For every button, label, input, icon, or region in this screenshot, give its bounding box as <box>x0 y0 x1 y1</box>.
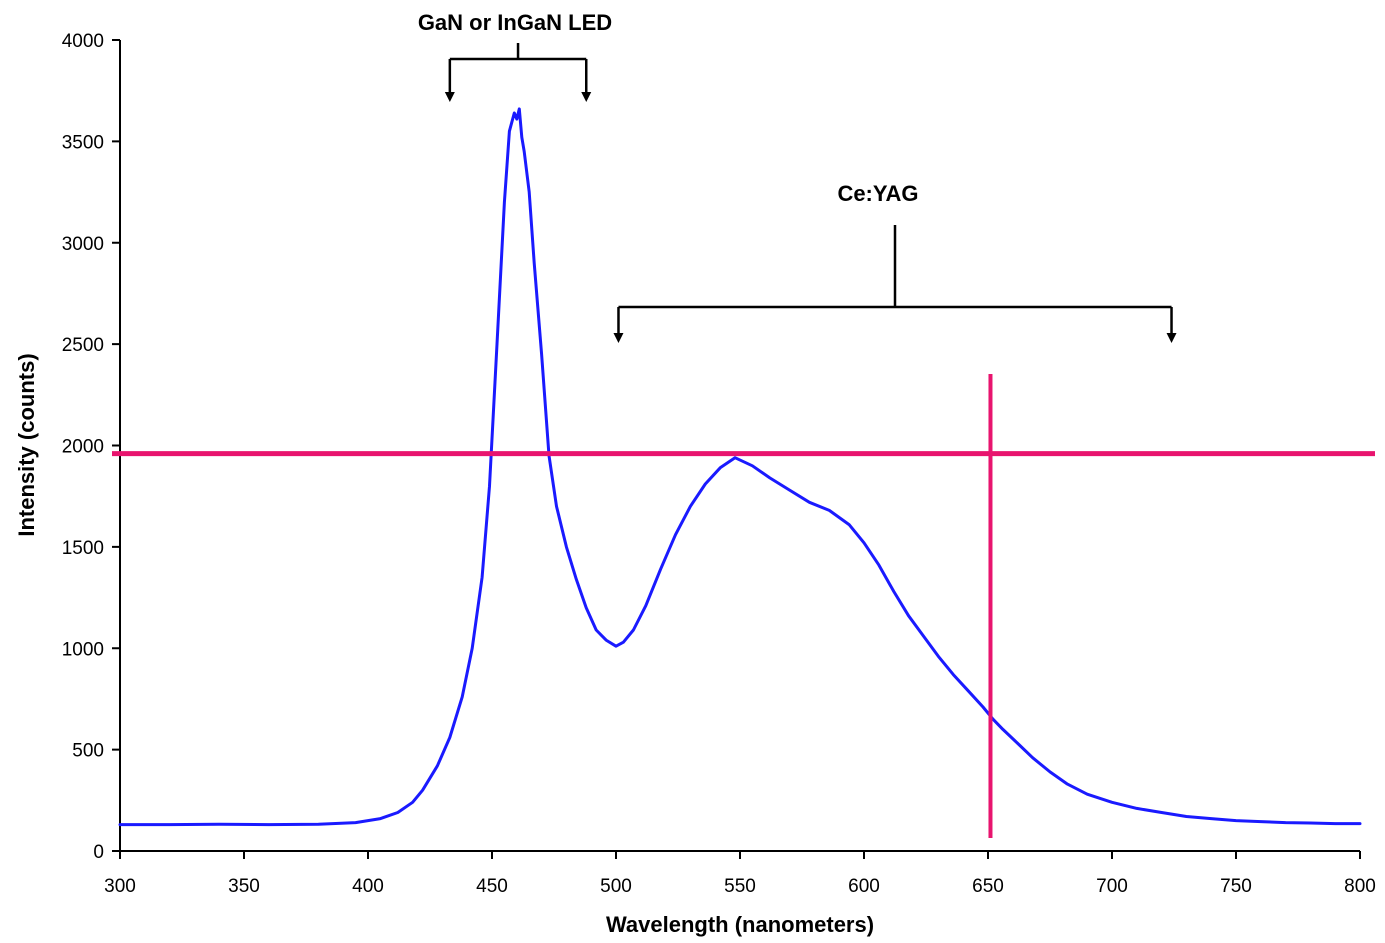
ceyag-annotation-label: Ce:YAG <box>837 181 918 206</box>
y-axis-title: Intensity (counts) <box>14 353 39 536</box>
x-tick-label: 500 <box>600 876 632 897</box>
series-layer <box>118 107 1362 827</box>
arrow-head-icon <box>613 333 624 343</box>
x-tick-label: 650 <box>972 876 1004 897</box>
x-tick-label: 450 <box>476 876 508 897</box>
x-tick-label: 350 <box>228 876 260 897</box>
x-tick-label: 800 <box>1344 876 1376 897</box>
x-axis-title: Wavelength (nanometers) <box>606 912 874 937</box>
y-tick-label: 3000 <box>62 234 104 255</box>
y-tick-label: 2500 <box>62 335 104 356</box>
y-tick-label: 1000 <box>62 639 104 660</box>
y-tick-label: 3500 <box>62 132 104 153</box>
ticks-layer: 300 350 400 450 500 550 600 650 700 750 800 0 500 100… <box>62 31 1376 897</box>
spectrum-series-line <box>118 107 1362 827</box>
reference-lines-layer <box>112 374 1375 838</box>
arrow-head-icon <box>1166 333 1177 343</box>
annotations-layer <box>444 43 1177 343</box>
x-tick-label: 600 <box>848 876 880 897</box>
y-tick-label: 500 <box>72 741 104 762</box>
y-tick-label: 0 <box>93 842 104 863</box>
axes-layer <box>119 40 1360 852</box>
y-tick-label: 1500 <box>62 538 104 559</box>
x-tick-label: 550 <box>724 876 756 897</box>
y-tick-label: 4000 <box>62 31 104 52</box>
x-tick-label: 750 <box>1220 876 1252 897</box>
x-tick-label: 700 <box>1096 876 1128 897</box>
x-tick-label: 300 <box>104 876 136 897</box>
led-bracket <box>444 43 592 102</box>
led-annotation-label: GaN or InGaN LED <box>418 10 612 35</box>
arrow-head-icon <box>581 92 592 102</box>
y-tick-label: 2000 <box>62 437 104 458</box>
ceyag-bracket <box>613 225 1177 343</box>
x-tick-label: 400 <box>352 876 384 897</box>
arrow-head-icon <box>444 92 455 102</box>
